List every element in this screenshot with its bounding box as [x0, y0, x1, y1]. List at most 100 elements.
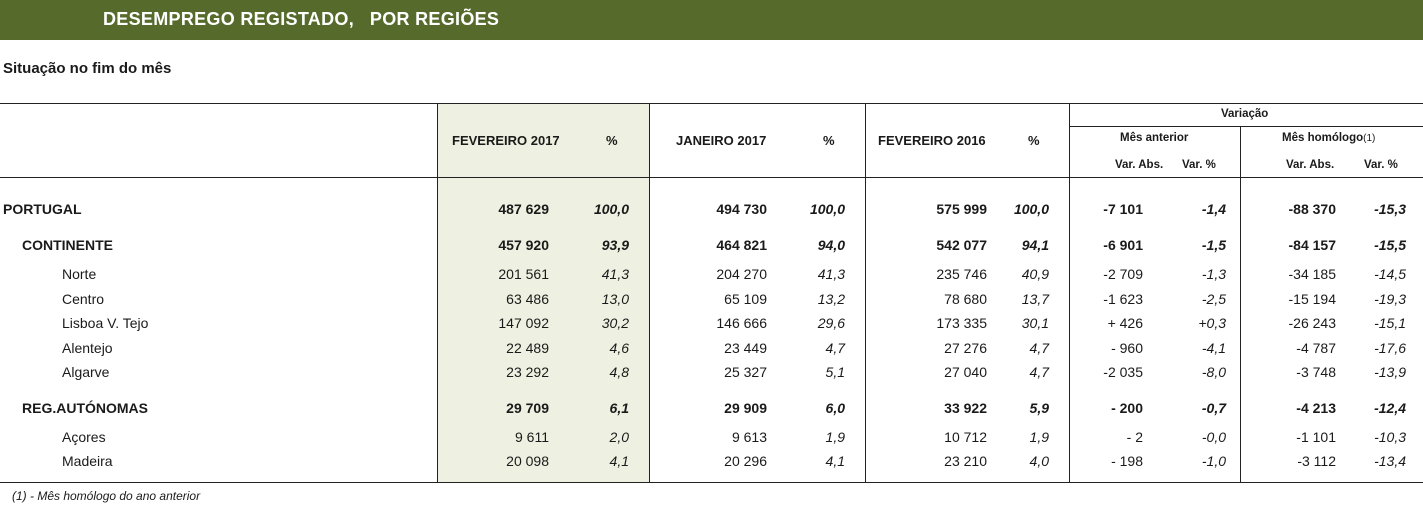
row-label: Algarve: [62, 364, 110, 380]
row-label: Norte: [62, 266, 97, 282]
table-cell: 25 327: [724, 364, 767, 380]
table-cell: 5,9: [1029, 400, 1049, 416]
table-cell: -1,3: [1201, 266, 1226, 282]
table-cell: -4 787: [1296, 340, 1336, 356]
header-feb2017: FEVEREIRO 2017: [452, 133, 560, 148]
table-cell: 65 109: [724, 291, 767, 307]
table-cell: -84 157: [1288, 237, 1336, 253]
row-label: Açores: [62, 429, 106, 445]
table-cell: 4,7: [1029, 364, 1049, 380]
table-cell: -15,1: [1374, 315, 1406, 331]
table-cell: -2,5: [1201, 291, 1226, 307]
table-cell: 13,0: [601, 291, 629, 307]
table-cell: 4,1: [825, 453, 845, 469]
row-label: REG.AUTÓNOMAS: [22, 400, 148, 416]
table-cell: -1 623: [1103, 291, 1143, 307]
table-cell: 4,1: [609, 453, 629, 469]
table-cell: 235 746: [936, 266, 987, 282]
table-bottom-border: [0, 482, 1423, 483]
header-pct: %: [823, 133, 835, 148]
table-cell: -1,4: [1201, 201, 1226, 217]
table-cell: 4,7: [825, 340, 845, 356]
footnote: (1) - Mês homólogo do ano anterior: [12, 489, 201, 503]
table-cell: -1 101: [1296, 429, 1336, 445]
table-cell: - 2: [1126, 429, 1143, 445]
table-cell: -7 101: [1103, 201, 1143, 217]
table-cell: 4,7: [1029, 340, 1049, 356]
table-cell: 23 449: [724, 340, 767, 356]
table-cell: -88 370: [1288, 201, 1336, 217]
header-pct: %: [1028, 133, 1040, 148]
table-cell: 22 489: [506, 340, 549, 356]
table-cell: 457 920: [498, 237, 549, 253]
table-cell: -15,3: [1374, 201, 1406, 217]
table-cell: 6,0: [825, 400, 845, 416]
header-bottom-border: [0, 177, 1423, 178]
table-cell: 63 486: [506, 291, 549, 307]
table-cell: -34 185: [1288, 266, 1336, 282]
header-variacao: Variação: [1221, 108, 1269, 120]
table-cell: 94,1: [1021, 237, 1049, 253]
table-cell: 2,0: [609, 429, 629, 445]
table-cell: 29 909: [724, 400, 767, 416]
table-cell: 204 270: [716, 266, 767, 282]
table-cell: -1,0: [1201, 453, 1226, 469]
table-cell: 1,9: [1029, 429, 1049, 445]
table-cell: 487 629: [498, 201, 549, 217]
row-label: CONTINENTE: [22, 237, 113, 253]
table-cell: 27 040: [944, 364, 987, 380]
table-cell: 9 611: [515, 429, 549, 445]
table-cell: +0,3: [1198, 315, 1226, 331]
table-cell: 33 922: [944, 400, 987, 416]
table-cell: 1,9: [825, 429, 845, 445]
header-pct: %: [606, 133, 618, 148]
table-cell: -6 901: [1103, 237, 1143, 253]
column-divider: [865, 104, 866, 482]
table-cell: 94,0: [817, 237, 845, 253]
table-cell: 4,0: [1029, 453, 1049, 469]
table-cell: -3 748: [1296, 364, 1336, 380]
table-cell: + 426: [1107, 315, 1143, 331]
table-top-border: [0, 103, 1423, 104]
column-divider: [437, 104, 438, 482]
table-cell: 30,2: [601, 315, 629, 331]
header-jan2017: JANEIRO 2017: [676, 133, 767, 148]
header-var-pct: Var. %: [1182, 159, 1216, 171]
table-cell: -2 709: [1103, 266, 1143, 282]
table-cell: 78 680: [944, 291, 987, 307]
table-cell: - 200: [1111, 400, 1143, 416]
table-cell: 29,6: [817, 315, 845, 331]
table-cell: -15,5: [1374, 237, 1406, 253]
row-label: Madeira: [62, 453, 113, 469]
table-cell: 23 292: [506, 364, 549, 380]
table-cell: 27 276: [944, 340, 987, 356]
table-cell: 542 077: [936, 237, 987, 253]
table-cell: -4 213: [1296, 400, 1336, 416]
page-subtitle: Situação no fim do mês: [3, 60, 172, 77]
table-cell: -13,9: [1374, 364, 1406, 380]
table-cell: 29 709: [506, 400, 549, 416]
table-cell: -13,4: [1374, 453, 1406, 469]
table-cell: -8,0: [1201, 364, 1226, 380]
table-cell: - 960: [1111, 340, 1143, 356]
table-cell: 40,9: [1021, 266, 1049, 282]
header-var-abs: Var. Abs.: [1286, 159, 1335, 171]
table-cell: 201 561: [498, 266, 549, 282]
row-label: Centro: [62, 291, 105, 307]
table-cell: - 198: [1111, 453, 1143, 469]
table-cell: -19,3: [1374, 291, 1406, 307]
table-cell: -1,5: [1201, 237, 1226, 253]
table-cell: 23 210: [944, 453, 987, 469]
table-cell: 41,3: [817, 266, 845, 282]
variation-divider: [1070, 126, 1423, 127]
header-var-abs: Var. Abs.: [1115, 159, 1164, 171]
table-cell: 494 730: [716, 201, 767, 217]
table-cell: 146 666: [716, 315, 767, 331]
table-cell: 10 712: [944, 429, 987, 445]
title-banner: DESEMPREGO REGISTADO, POR REGIÕES: [0, 0, 1423, 40]
column-divider: [649, 104, 650, 482]
header-mes-anterior: Mês anterior: [1120, 132, 1189, 144]
table-cell: 13,2: [817, 291, 845, 307]
table-cell: -3 112: [1297, 453, 1336, 469]
page-title: DESEMPREGO REGISTADO, POR REGIÕES: [103, 9, 500, 29]
